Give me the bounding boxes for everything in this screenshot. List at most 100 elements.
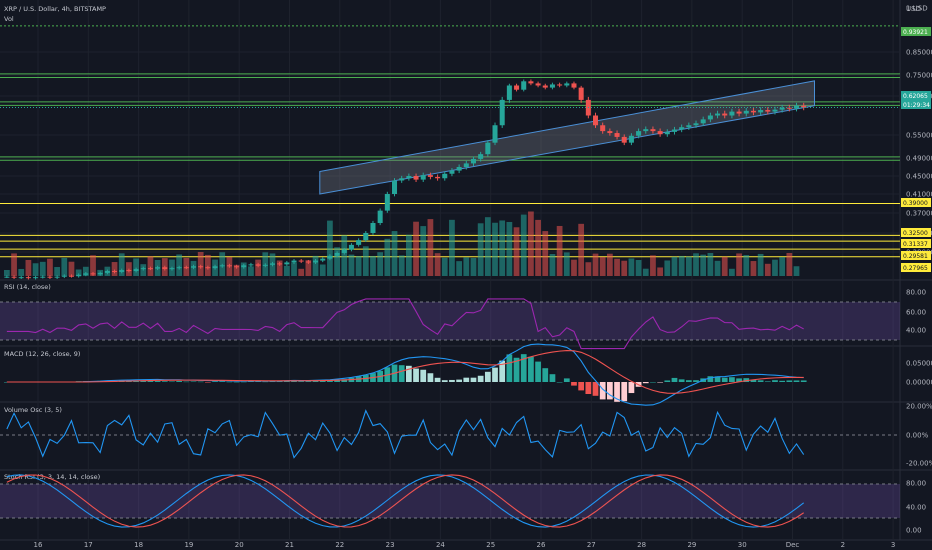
time-tick-label: 30 [738, 541, 747, 549]
volume-bar [607, 253, 613, 276]
volume-bar [678, 255, 685, 276]
candle-body [18, 277, 24, 279]
candle-body [198, 266, 204, 268]
volume-bar [635, 259, 642, 276]
volume-bar [456, 261, 462, 276]
macd-histogram-bar [743, 378, 750, 382]
candle-body [406, 176, 412, 179]
volume-bar [585, 262, 592, 276]
volume-bar [535, 219, 541, 276]
volume-bar [441, 257, 448, 276]
rsi-pane[interactable]: 80.00 60.00 40.00 [0, 289, 926, 350]
volume-bar [11, 253, 17, 276]
indicator-band [0, 484, 900, 518]
candle-body [600, 125, 606, 132]
candle-body [370, 223, 376, 233]
price-axis[interactable]: 1.USD0.850000.750000.650000.550000.49000… [901, 5, 932, 273]
volume-bar [398, 255, 405, 276]
macd-histogram-bar [248, 381, 254, 382]
volume-osc-title[interactable]: Volume Osc (3, 5) [4, 406, 62, 414]
macd-histogram-bar [750, 379, 757, 382]
volume-bar [621, 260, 628, 276]
candle-body [68, 275, 74, 277]
volume-bar [133, 258, 139, 276]
volume-bar [477, 223, 484, 276]
volume-bar [671, 256, 678, 276]
stoch-rsi-title[interactable]: Stoch RSI (3, 3, 14, 14, close) [4, 473, 100, 481]
macd-histogram-bar [585, 382, 592, 394]
candle-body [499, 99, 505, 126]
macd-histogram-bar [154, 381, 161, 382]
candle-body [449, 170, 455, 174]
macd-histogram-bar [240, 381, 247, 383]
candle-body [205, 267, 211, 269]
volume-bar [61, 257, 68, 276]
stoch-k-line [6, 474, 805, 528]
macd-title[interactable]: MACD (12, 26, close, 9) [4, 350, 80, 358]
candle-body [384, 194, 390, 211]
candle-body [535, 83, 541, 86]
volume-bar [25, 259, 32, 276]
macd-histogram-bar [449, 379, 455, 382]
indicator-tick-label: 0.00 [906, 527, 922, 535]
volume-osc-pane[interactable]: 20.00% 0.00% -20.00% [0, 403, 932, 468]
volume-bar [54, 267, 60, 276]
stoch-rsi-pane[interactable]: 80.00 40.00 0.00 [0, 474, 926, 535]
volume-bar [205, 254, 211, 276]
candle-body [420, 175, 426, 180]
candle-body [83, 273, 89, 275]
macd-histogram-bar [542, 368, 549, 382]
volume-bar [348, 254, 355, 276]
indicator-tick-label: 40.00 [906, 504, 926, 512]
candle-body [162, 267, 168, 270]
volume-bar [39, 261, 46, 276]
candle-body [327, 255, 333, 259]
volume-bar [592, 253, 599, 276]
currency-label[interactable]: USD [906, 5, 921, 13]
volume-bar [32, 263, 39, 276]
volume-bar [291, 262, 297, 276]
macd-line [6, 343, 804, 406]
time-axis[interactable]: 16 17 18 19 20 21 22 23 24 25 26 27 28 29 30 Dec 2 3 [34, 541, 896, 549]
volume-bar [549, 253, 556, 276]
volume-bar [420, 226, 427, 276]
volume-bar [714, 260, 721, 276]
candle-body [650, 129, 656, 132]
candle-body [97, 272, 103, 275]
macd-histogram-bar [398, 365, 405, 382]
macd-histogram-bar [549, 374, 556, 382]
volume-bar [413, 221, 419, 276]
candle-body [176, 267, 182, 269]
volume-bar [693, 253, 699, 276]
candle-body [528, 81, 534, 84]
time-tick-label: 29 [687, 541, 696, 549]
rsi-title[interactable]: RSI (14, close) [4, 283, 51, 291]
candle-body [765, 110, 771, 112]
candle-body [11, 276, 17, 278]
volume-bar [779, 257, 786, 276]
price-label-text: 0.62065 [903, 93, 928, 100]
macd-histogram-bar [563, 378, 570, 382]
candle-body [147, 268, 153, 270]
candle-body [320, 258, 326, 261]
price-pane[interactable] [0, 25, 900, 280]
volume-bar [427, 219, 434, 276]
signal-line [6, 350, 804, 394]
time-tick-label: 2 [841, 541, 845, 549]
candle-body [506, 85, 512, 100]
candle-body [442, 173, 448, 179]
macd-histogram-bar [642, 382, 649, 384]
symbol-title[interactable]: XRP / U.S. Dollar, 4h, BITSTAMP [4, 5, 106, 13]
candle-body [119, 270, 125, 272]
candle-body [61, 275, 67, 277]
candle-body [470, 158, 476, 164]
candle-body [456, 167, 462, 171]
time-tick-label: 18 [134, 541, 143, 549]
indicator-tick-label: 80.00 [906, 289, 926, 297]
macd-histogram-bar [197, 381, 204, 383]
candle-body [427, 175, 433, 177]
volume-bar [499, 220, 506, 276]
